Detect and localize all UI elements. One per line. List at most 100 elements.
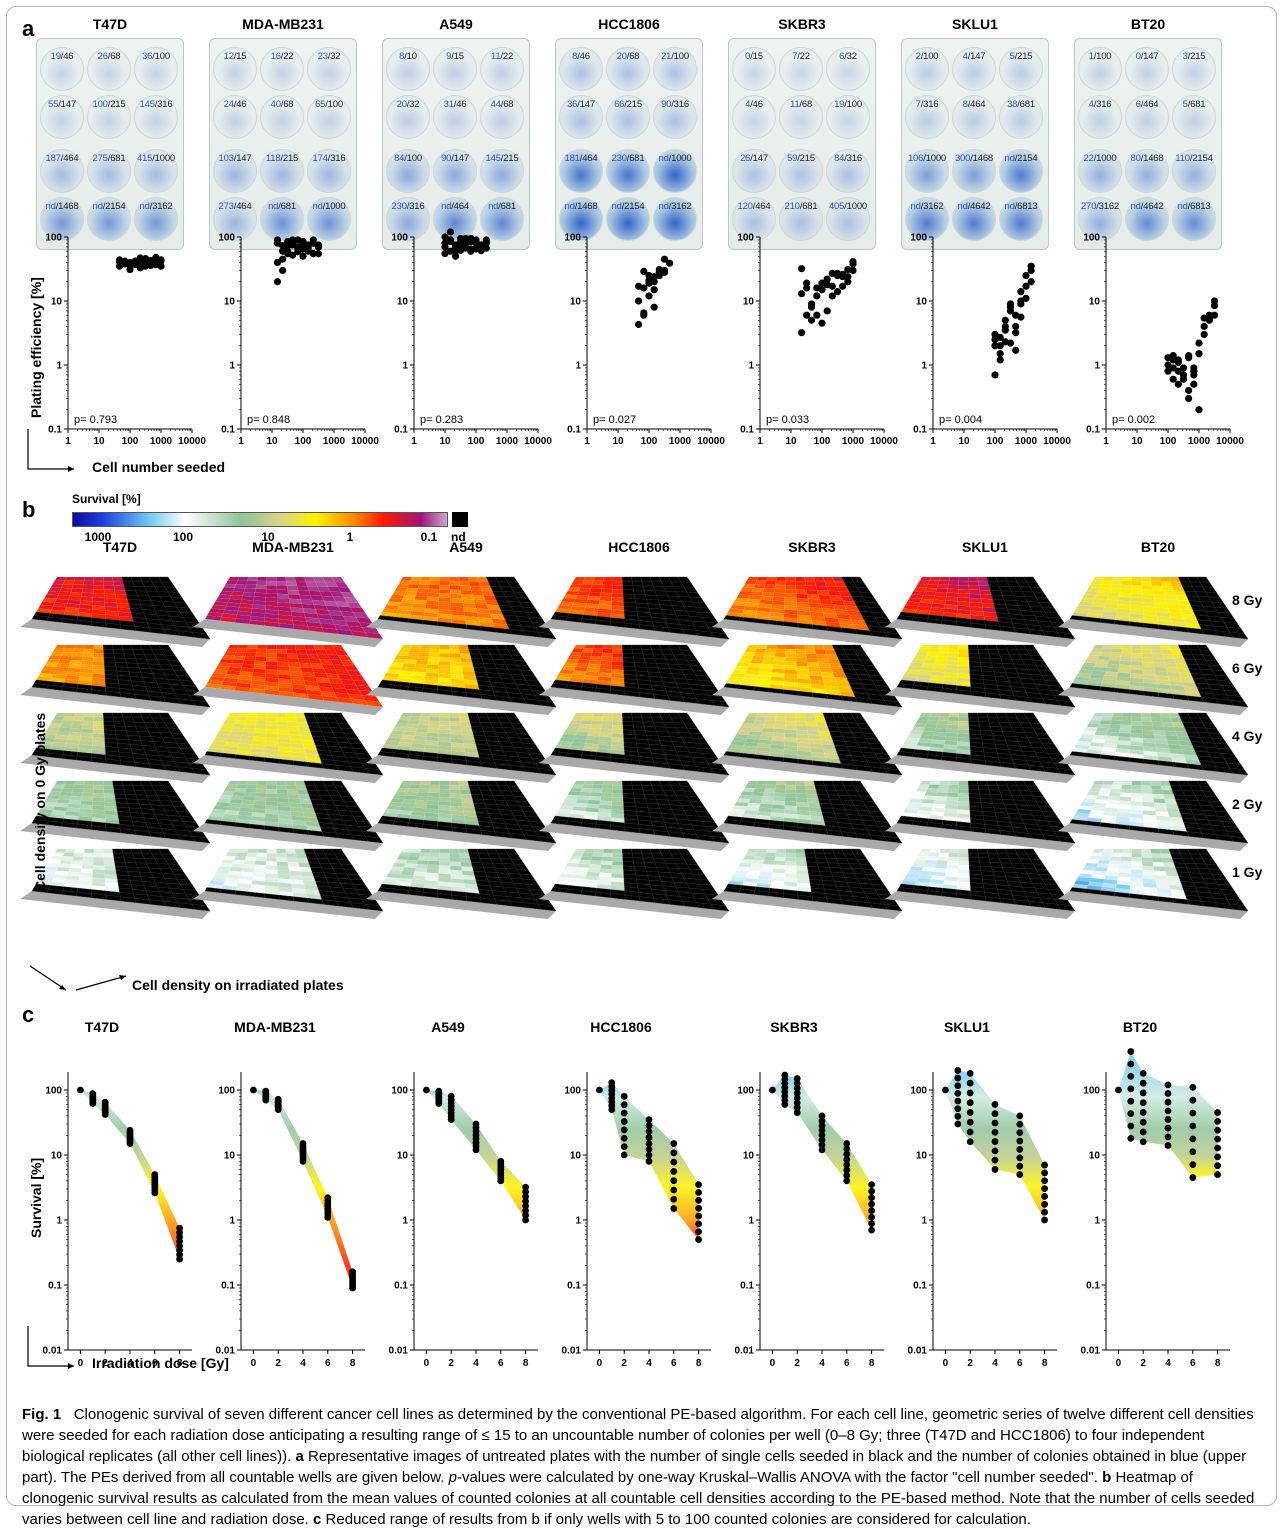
heatmap-cell <box>460 654 471 659</box>
heatmap-cell <box>613 645 623 649</box>
heatmap-cell <box>785 721 796 725</box>
heatmap-cell <box>1122 713 1132 717</box>
heatmap-cell <box>968 785 978 789</box>
heatmap-cell <box>1142 653 1153 658</box>
p-value-annotation: p= 0.002 <box>1112 414 1155 426</box>
heatmap-cell <box>429 721 440 725</box>
heatmap-cell <box>440 649 450 653</box>
colony-count: 90 <box>441 153 451 164</box>
data-point <box>839 283 846 290</box>
heatmap-cell <box>1132 717 1142 721</box>
data-point <box>645 280 652 287</box>
heatmap-cell <box>766 713 776 717</box>
cells-seeded: /3162 <box>921 201 944 212</box>
heatmap-cell <box>968 645 978 649</box>
heatmap-cell <box>612 793 623 798</box>
heatmap-cell <box>113 713 123 717</box>
data-point <box>1012 329 1019 336</box>
heatmap-cell <box>277 658 288 663</box>
heatmap-cell <box>224 788 236 792</box>
heatmap-cell <box>572 581 584 585</box>
heatmap-cell <box>439 793 450 798</box>
heatmap-cell <box>1141 713 1151 717</box>
heatmap-cell <box>774 657 785 661</box>
heatmap-cell <box>224 584 236 588</box>
heatmap-cell <box>409 785 420 789</box>
heatmap-cell <box>1153 658 1165 663</box>
heatmap-cell <box>103 577 113 581</box>
heatmap-cell <box>276 649 286 653</box>
y-tick-label: 100 <box>737 233 754 244</box>
data-point <box>824 307 831 314</box>
colony-count: nd <box>565 201 575 212</box>
x-tick-label: 1000 <box>150 436 173 447</box>
data-point <box>661 256 668 263</box>
y-tick-label: 1 <box>1094 361 1100 372</box>
heatmap-cell <box>1142 585 1153 590</box>
heatmap-cell <box>83 789 94 793</box>
heatmap-sklu1-8gy <box>885 577 1075 647</box>
well-label: nd/681 <box>488 201 516 212</box>
colony-count: nd <box>268 201 278 212</box>
heatmap-cell <box>591 789 602 793</box>
heatmap-cell <box>53 649 65 653</box>
heatmap-cell <box>469 785 480 790</box>
colony-count: 65 <box>315 99 325 110</box>
heatmap-cell <box>805 649 816 654</box>
cells-seeded: /316 <box>328 153 346 164</box>
heatmap-cell <box>411 781 422 785</box>
heatmap-cell <box>593 577 603 581</box>
heatmap-cell <box>245 653 256 657</box>
heatmap-cell <box>459 713 469 717</box>
heatmap-cell <box>766 577 776 581</box>
heatmap-cell <box>397 788 409 792</box>
well-label: nd/3162 <box>911 201 944 212</box>
heatmap-cell <box>297 722 309 727</box>
cells-seeded: /100 <box>671 51 689 62</box>
heatmap-cell <box>419 581 430 585</box>
heatmap-cell <box>449 581 459 585</box>
heatmap-cell <box>1153 726 1165 731</box>
well-label: 16/22 <box>271 51 294 62</box>
heatmap-cell <box>743 788 755 792</box>
heatmap-cell <box>409 581 420 585</box>
heatmap-cell <box>83 721 94 725</box>
heatmap-cell <box>623 794 634 799</box>
well-label: 4/147 <box>963 51 986 62</box>
data-point <box>849 260 856 267</box>
heatmap-cell <box>267 581 277 585</box>
heatmap-cell <box>958 725 969 730</box>
y-tick-label: 10 <box>570 297 582 308</box>
data-point <box>310 236 317 243</box>
heatmap-cell <box>113 717 124 722</box>
cells-seeded: /1468 <box>1141 153 1164 164</box>
y-tick-label: 1 <box>921 361 927 372</box>
heatmap-cell <box>747 713 758 717</box>
heatmap-cell <box>644 726 656 731</box>
colony-count: 38 <box>1007 99 1017 110</box>
heatmap-cell <box>805 577 815 581</box>
heatmap-cell <box>572 717 584 721</box>
heatmap-cell <box>643 654 655 659</box>
heatmap-cell <box>1111 649 1122 653</box>
heatmap-cell <box>1131 585 1142 589</box>
well-label: 19/100 <box>834 99 862 110</box>
heatmap-cell <box>641 645 652 650</box>
heatmap-cell <box>228 781 239 785</box>
heatmap-cell <box>978 781 988 785</box>
heatmap-hcc1806-2gy <box>539 781 729 851</box>
heatmap-cell <box>1089 652 1101 656</box>
heatmap-cell <box>816 654 828 659</box>
heatmap-skbr3-4gy <box>712 713 902 783</box>
heatmap-cell <box>939 645 949 649</box>
x-tick-label: 10 <box>266 436 278 447</box>
cells-seeded: /3162 <box>1096 201 1119 212</box>
heatmap-cell <box>753 788 765 792</box>
heatmap-cell <box>104 789 115 794</box>
heatmap-cell <box>103 785 113 789</box>
heatmap-cell <box>948 785 958 789</box>
heatmap-cell <box>1142 721 1153 726</box>
heatmap-cell <box>104 585 115 590</box>
